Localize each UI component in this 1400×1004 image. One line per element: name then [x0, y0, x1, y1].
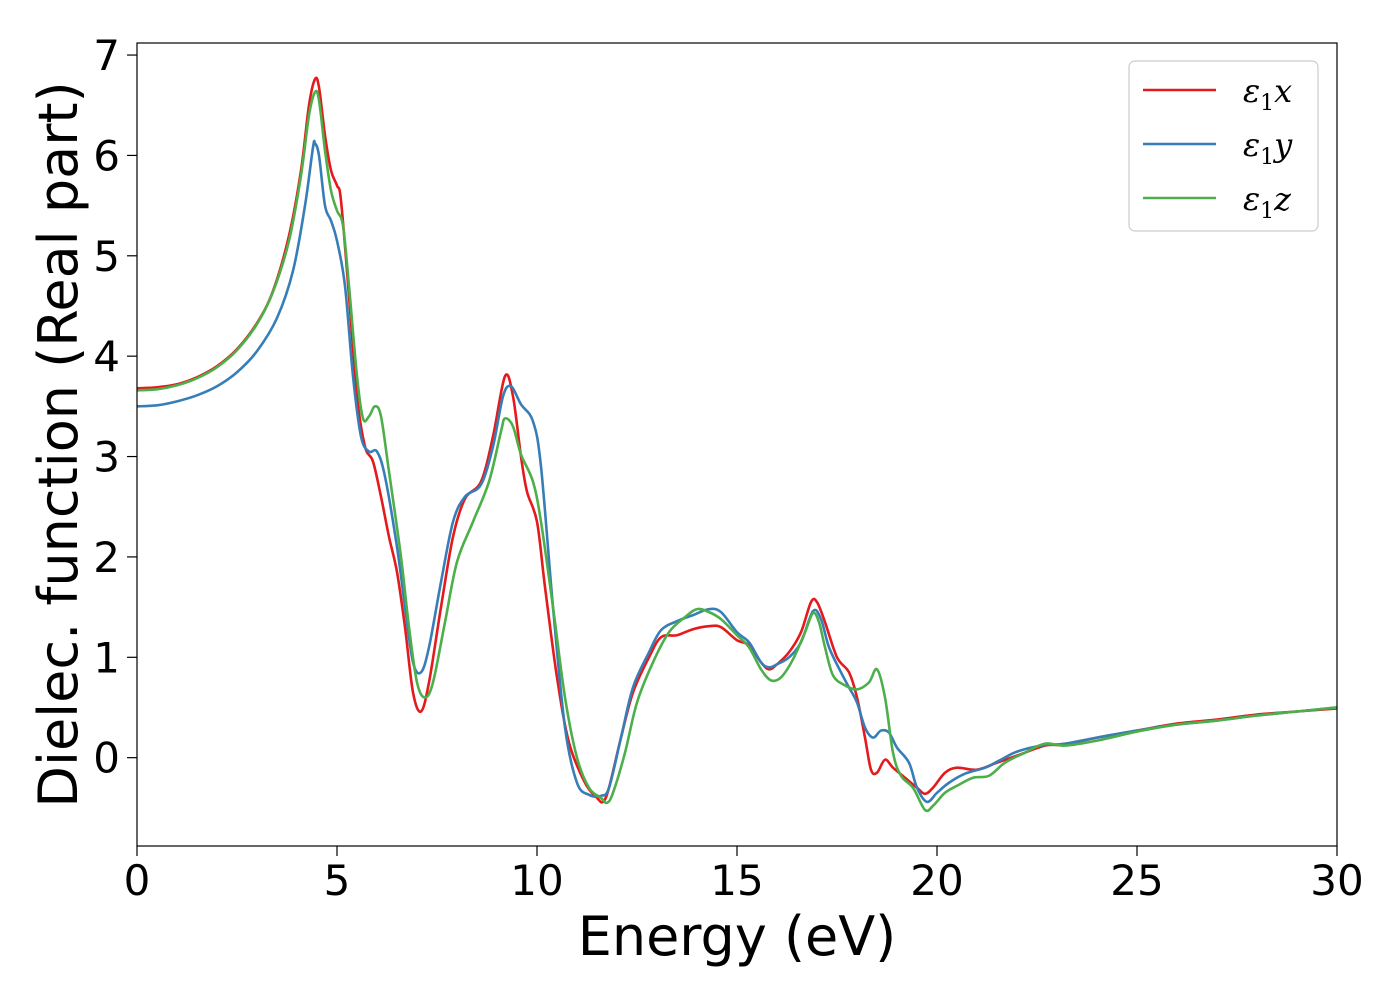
- x-tick-label: 5: [324, 856, 351, 905]
- legend-box: [1128, 60, 1319, 232]
- series-line-z: [136, 89, 1338, 813]
- x-tick-label: 30: [1310, 856, 1363, 905]
- y-tick-label: 5: [93, 232, 120, 281]
- legend: ε1x ε1y ε1z: [1128, 60, 1319, 232]
- y-axis-label: Dielec. function (Real part): [27, 81, 90, 807]
- x-tick-label: 15: [710, 856, 763, 905]
- series-line-y: [136, 139, 1338, 804]
- x-axis-label: Energy (eV): [578, 905, 897, 968]
- legend-label-z: ε1z: [1243, 180, 1292, 224]
- legend-label-y: ε1y: [1243, 126, 1293, 170]
- y-tick-label: 7: [93, 31, 120, 80]
- y-tick-label: 0: [93, 734, 120, 783]
- y-axis-ticks: 0 1 2 3 4 5 6 7: [93, 31, 137, 783]
- y-tick-label: 2: [93, 533, 120, 582]
- y-tick-label: 4: [93, 332, 120, 381]
- y-tick-label: 1: [93, 633, 120, 682]
- y-tick-label: 6: [93, 131, 120, 180]
- series-layer: [136, 76, 1338, 813]
- x-tick-label: 20: [910, 856, 963, 905]
- legend-label-x: ε1x: [1243, 72, 1292, 116]
- x-axis-ticks: 0 5 10 15 20 25 30: [124, 846, 1364, 905]
- x-tick-label: 10: [510, 856, 563, 905]
- y-tick-label: 3: [93, 433, 120, 482]
- x-tick-label: 25: [1110, 856, 1163, 905]
- x-tick-label: 0: [124, 856, 151, 905]
